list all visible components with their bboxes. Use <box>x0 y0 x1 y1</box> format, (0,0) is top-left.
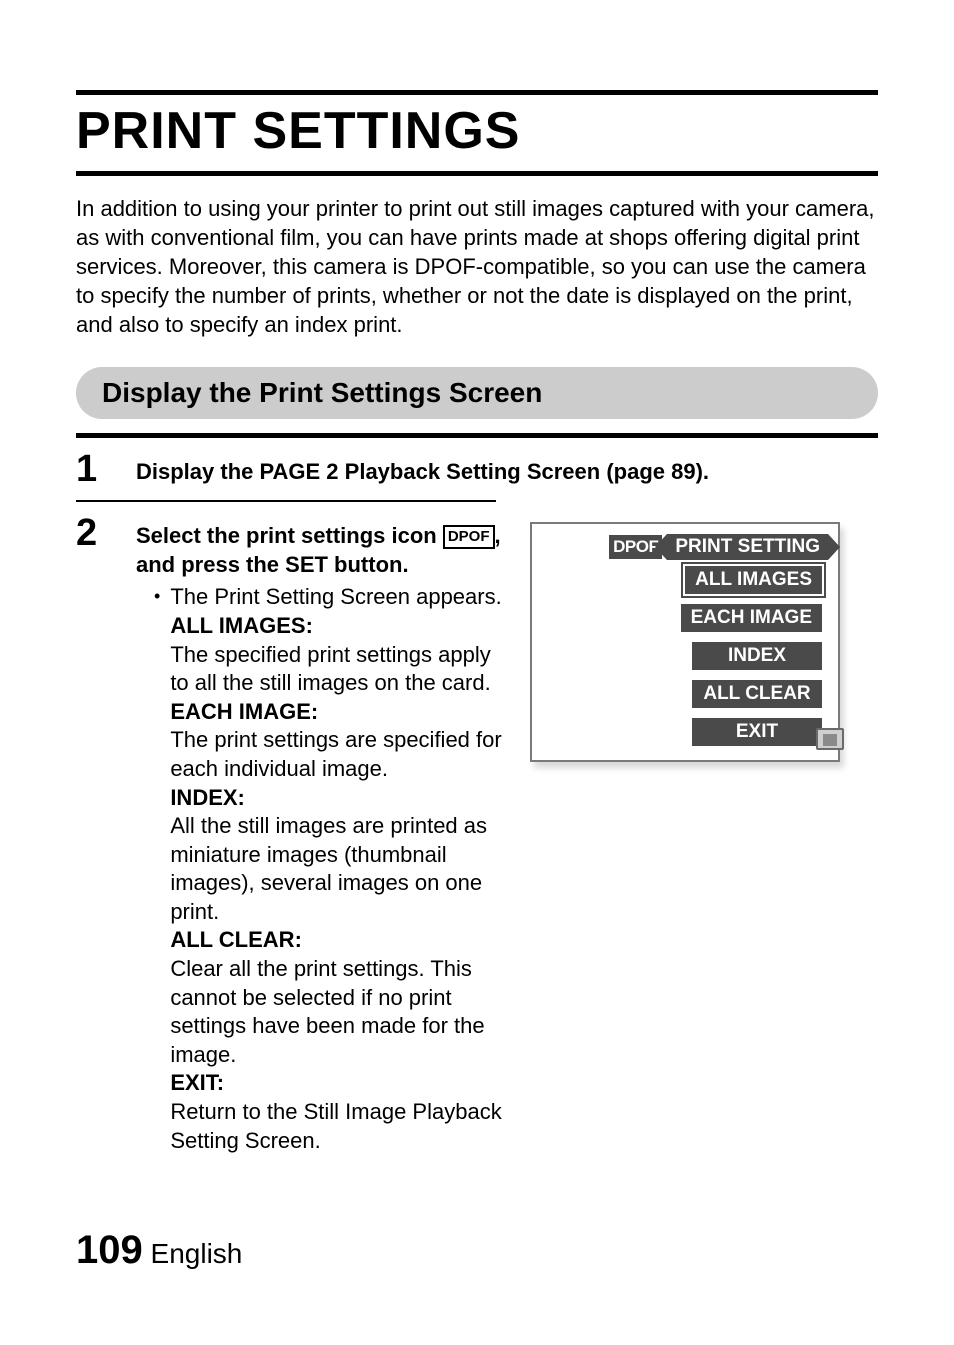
def-label: INDEX: <box>170 785 245 810</box>
def-label: EXIT: <box>170 1070 224 1095</box>
bullet-dot-icon: • <box>154 583 160 1155</box>
step-divider <box>76 500 496 502</box>
section-heading: Display the Print Settings Screen <box>76 367 878 419</box>
step-text: Display the PAGE 2 Playback Setting Scre… <box>136 450 878 487</box>
page-footer: 109 English <box>76 1228 242 1273</box>
dpof-icon: DPOF <box>443 525 495 549</box>
section-rule <box>76 433 878 438</box>
menu-item-index[interactable]: INDEX <box>692 642 822 670</box>
def-label: ALL IMAGES: <box>170 613 313 638</box>
def-body: The specified print settings apply to al… <box>170 642 490 696</box>
memory-card-icon <box>816 728 844 750</box>
def-label: EACH IMAGE: <box>170 699 318 724</box>
menu-item-all-clear[interactable]: ALL CLEAR <box>692 680 822 708</box>
menu-item-each-image[interactable]: EACH IMAGE <box>681 604 822 632</box>
def-body: Return to the Still Image Playback Setti… <box>170 1099 501 1153</box>
intro-paragraph: In addition to using your printer to pri… <box>76 194 878 339</box>
def-body: All the still images are printed as mini… <box>170 813 487 924</box>
step-2-lead: Select the print settings icon DPOF, and… <box>136 522 506 579</box>
step-2-row: 2 Select the print settings icon DPOF, a… <box>76 514 878 1155</box>
step-1: 1 Display the PAGE 2 Playback Setting Sc… <box>76 450 878 488</box>
def-body: Clear all the print settings. This canno… <box>170 956 484 1067</box>
bullet-text: The Print Setting Screen appears. <box>170 584 501 609</box>
print-setting-screen: DPOF PRINT SETTING ALL IMAGES EACH IMAGE… <box>530 522 840 762</box>
page-title: PRINT SETTINGS <box>76 90 878 176</box>
menu-item-exit[interactable]: EXIT <box>692 718 822 746</box>
menu-item-all-images[interactable]: ALL IMAGES <box>685 566 822 594</box>
def-body: The print settings are specified for eac… <box>170 727 501 781</box>
step-number: 2 <box>76 514 116 1155</box>
step-number: 1 <box>76 450 116 488</box>
footer-language: English <box>143 1238 243 1269</box>
page-number: 109 <box>76 1228 143 1272</box>
menu-items: ALL IMAGES EACH IMAGE INDEX ALL CLEAR EX… <box>542 566 828 746</box>
screen-title: PRINT SETTING <box>667 534 828 560</box>
def-label: ALL CLEAR: <box>170 927 302 952</box>
lead-a: Select the print settings icon <box>136 523 443 548</box>
step-2-body: Select the print settings icon DPOF, and… <box>136 514 506 1155</box>
